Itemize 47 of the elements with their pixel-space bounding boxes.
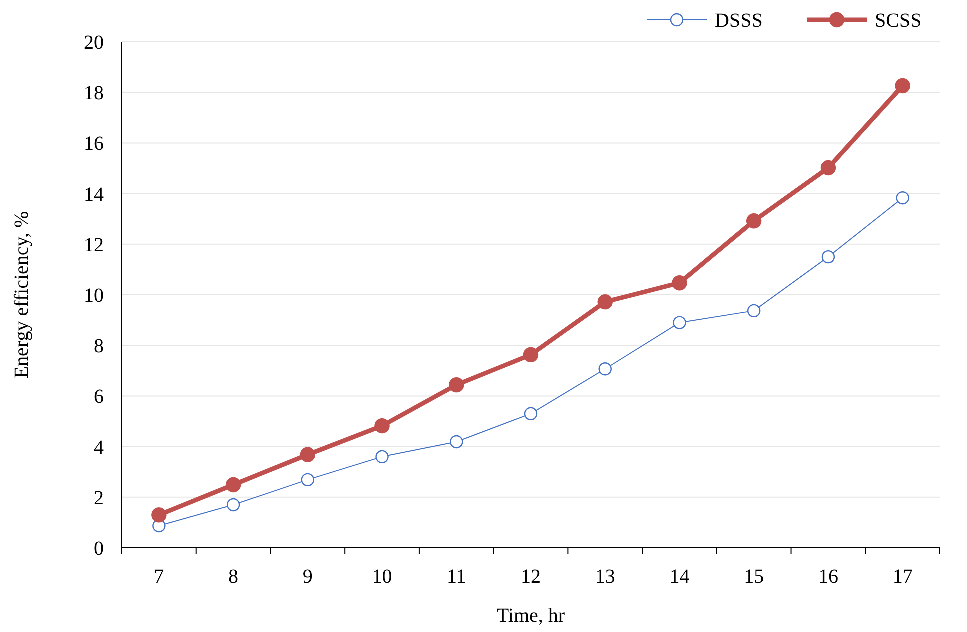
x-tick-label: 13 xyxy=(595,566,616,588)
point xyxy=(896,192,910,205)
point xyxy=(673,316,686,330)
x-tick-label: 15 xyxy=(744,566,764,588)
x-tick-label: 10 xyxy=(372,566,392,588)
point xyxy=(598,294,613,310)
point xyxy=(598,362,612,376)
y-tick-label: 0 xyxy=(94,538,104,560)
y-tick-label: 8 xyxy=(94,336,104,358)
x-tick-label: 7 xyxy=(154,566,164,588)
point xyxy=(747,304,761,318)
point xyxy=(523,347,539,363)
point xyxy=(152,508,167,523)
point xyxy=(822,250,836,264)
y-tick-label: 18 xyxy=(84,82,104,105)
point xyxy=(895,78,910,94)
x-tick-label: 16 xyxy=(818,566,838,588)
x-tick-label: 14 xyxy=(670,566,690,588)
x-axis-title: Time, hr xyxy=(496,605,566,627)
point xyxy=(226,498,240,512)
y-tick-label: 6 xyxy=(94,386,104,408)
x-tick-label: 9 xyxy=(302,566,313,588)
y-tick-label: 16 xyxy=(84,133,104,156)
x-tick-label: 17 xyxy=(892,566,913,588)
point xyxy=(672,276,688,291)
y-tick-label: 4 xyxy=(94,436,104,459)
point xyxy=(301,473,315,487)
point xyxy=(449,377,464,393)
y-tick-label: 20 xyxy=(84,32,104,54)
y-tick-label: 12 xyxy=(84,234,104,256)
point xyxy=(746,214,762,229)
legend-label: SCSS xyxy=(875,10,922,32)
y-axis-title: Energy efficiency, % xyxy=(11,211,33,379)
x-tick-label: 8 xyxy=(228,566,239,588)
point xyxy=(820,160,836,176)
point xyxy=(450,435,464,449)
x-tick-label: 12 xyxy=(521,566,541,588)
point xyxy=(300,447,316,462)
point xyxy=(524,407,538,421)
point xyxy=(376,450,389,464)
y-tick-label: 10 xyxy=(84,285,104,307)
point xyxy=(226,477,242,493)
y-tick-label: 14 xyxy=(84,184,104,206)
x-tick-label: 11 xyxy=(447,566,466,588)
legend-label: DSSS xyxy=(715,10,763,32)
point xyxy=(374,418,390,434)
y-tick-label: 2 xyxy=(94,487,104,510)
